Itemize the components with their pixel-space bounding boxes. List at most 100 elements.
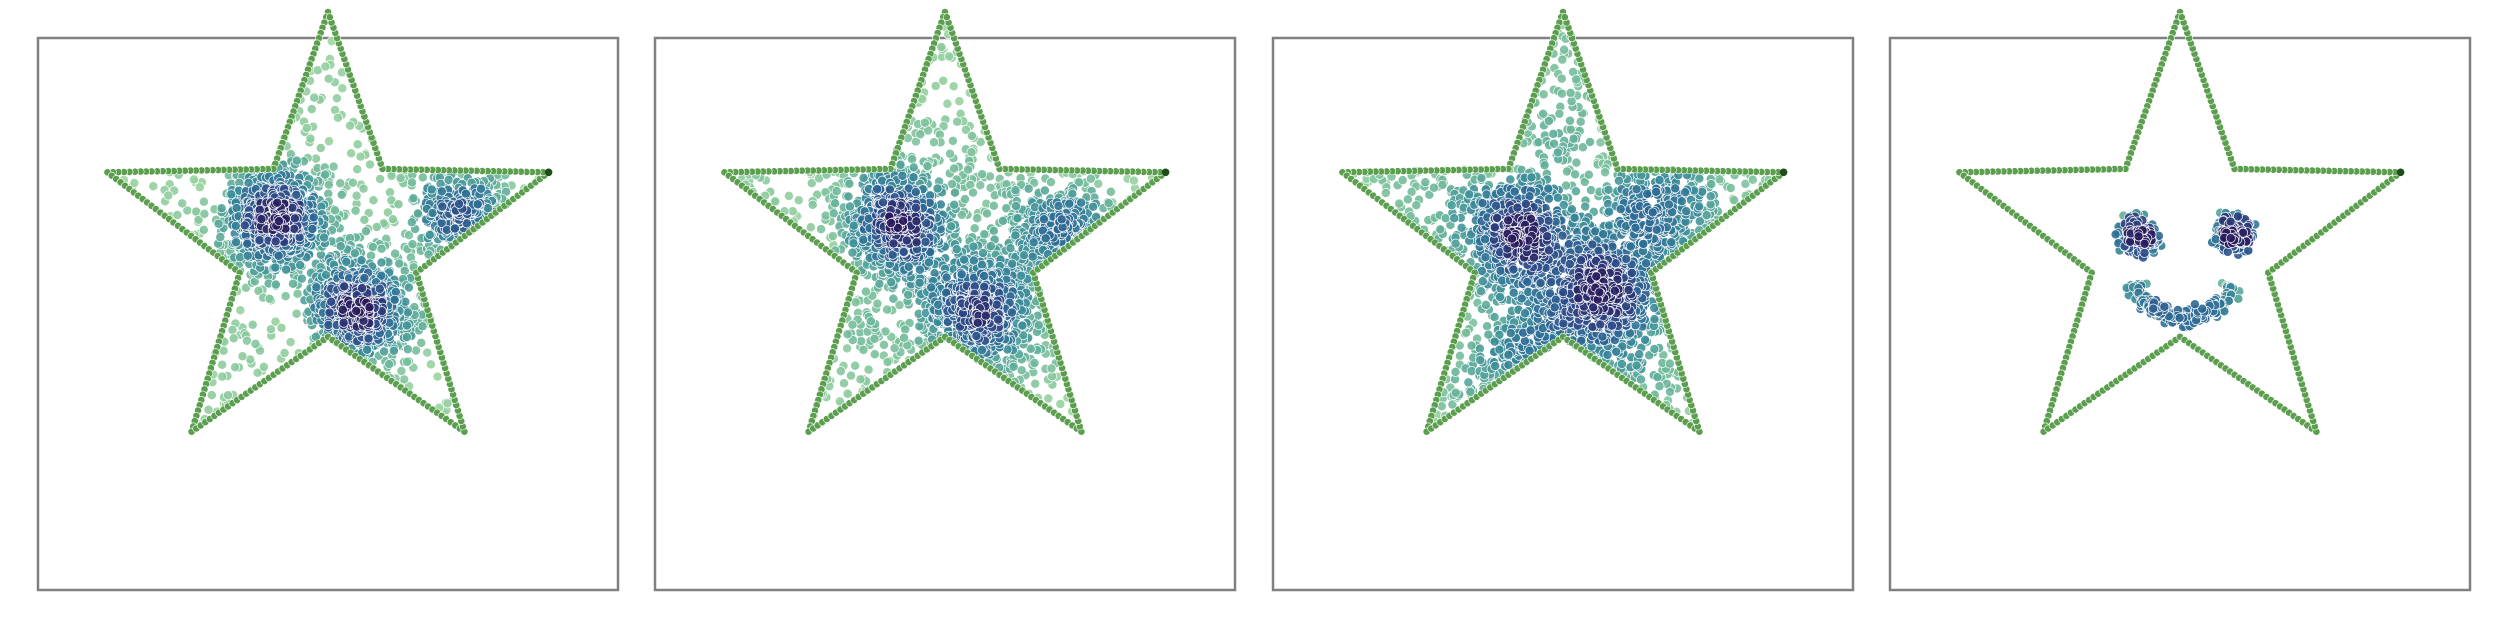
- scatter-point: [847, 319, 858, 330]
- scatter-point: [942, 98, 953, 109]
- scatter-point: [979, 281, 990, 292]
- scatter-point: [895, 159, 906, 170]
- scatter-point: [972, 213, 983, 224]
- scatter-point: [305, 133, 316, 144]
- scatter-point: [194, 182, 205, 193]
- scatter-point: [863, 364, 874, 375]
- scatter-point: [886, 277, 897, 288]
- scatter-point: [339, 281, 350, 292]
- scatter-point: [247, 319, 258, 330]
- scatter-point: [460, 188, 471, 199]
- scatter-point: [364, 302, 375, 313]
- scatter-point: [856, 336, 867, 347]
- scatter-point: [842, 388, 853, 399]
- scatter-point: [869, 349, 880, 360]
- scatter-point: [394, 258, 405, 269]
- scatter-point: [949, 199, 960, 210]
- scatter-point: [454, 198, 464, 209]
- scatter-point: [129, 178, 140, 188]
- scatter-point: [306, 104, 317, 115]
- scatter-point: [291, 189, 302, 200]
- scatter-point: [928, 137, 939, 148]
- scatter-point: [898, 246, 909, 257]
- scatter-point: [376, 243, 387, 254]
- scatter-point: [787, 206, 798, 217]
- scatter-point: [231, 237, 242, 248]
- scatter-point: [230, 362, 241, 373]
- scatter-point: [442, 398, 453, 409]
- scatter-point: [1040, 233, 1051, 244]
- scatter-point: [365, 159, 375, 170]
- scatter-point: [449, 223, 460, 234]
- scatter-point: [1019, 250, 1029, 261]
- scatter-point: [903, 261, 914, 272]
- scatter-point: [393, 199, 404, 210]
- scatter-point: [228, 333, 239, 344]
- scatter-point: [331, 93, 342, 104]
- scatter-point: [848, 238, 859, 249]
- scatter-point: [163, 190, 174, 201]
- scatter-point: [476, 183, 487, 194]
- scatter-point: [858, 234, 869, 245]
- scatter-point: [985, 241, 996, 252]
- scatter-point: [951, 244, 962, 255]
- scatter-point: [416, 337, 427, 348]
- scatter-point: [1007, 258, 1018, 269]
- scatter-point: [279, 348, 290, 358]
- scatter-point: [216, 203, 227, 214]
- scatter-point: [328, 161, 339, 172]
- scatter-point: [978, 248, 988, 258]
- scatter-point: [963, 164, 974, 175]
- scatter-point: [915, 129, 926, 140]
- scatter-point: [1008, 361, 1019, 372]
- scatter-point: [235, 305, 246, 316]
- scatter-point: [237, 351, 248, 362]
- scatter-point: [1017, 320, 1028, 331]
- scatter-point: [250, 338, 261, 349]
- scatter-point: [324, 307, 335, 318]
- scatter-point: [872, 184, 883, 195]
- scatter-point: [272, 197, 283, 208]
- scatter-point: [977, 169, 988, 180]
- scatter-point: [908, 172, 919, 183]
- scatter-point: [407, 177, 417, 188]
- scatter-point: [270, 236, 281, 247]
- scatter-point: [936, 42, 947, 52]
- scatter-point: [830, 198, 841, 209]
- scatter-point: [1028, 237, 1039, 248]
- scatter-point: [426, 184, 437, 195]
- scatter-point: [954, 96, 965, 107]
- scatter-point: [979, 229, 990, 240]
- scatter-point: [351, 190, 362, 201]
- scatter-point: [242, 238, 253, 249]
- scatter-point: [217, 359, 228, 370]
- scatter-point: [309, 92, 320, 103]
- scatter-point: [371, 222, 382, 232]
- scatter-point: [901, 235, 912, 246]
- scatter-point: [385, 187, 395, 198]
- scatter-point: [1043, 393, 1054, 404]
- scatter-point: [242, 250, 253, 261]
- scatter-point: [1055, 399, 1066, 409]
- scatter-point: [289, 213, 300, 224]
- panel-2: [653, 8, 1237, 592]
- scatter-point: [1039, 185, 1050, 196]
- scatter-point: [842, 343, 853, 354]
- scatter-point: [374, 283, 385, 294]
- scatter-point: [359, 214, 370, 225]
- scatter-point: [206, 390, 217, 401]
- scatter-point: [971, 331, 982, 341]
- scatter-point: [352, 139, 363, 150]
- scatter-point: [1011, 201, 1022, 212]
- scatter-point: [389, 294, 400, 305]
- scatter-point: [402, 320, 412, 331]
- scatter-point: [361, 226, 371, 237]
- scatter-point: [336, 189, 347, 200]
- scatter-point: [254, 235, 265, 246]
- scatter-point: [401, 332, 412, 343]
- scatter-point: [295, 260, 306, 271]
- scatter-point: [472, 199, 483, 210]
- scatter-point: [944, 51, 955, 62]
- scatter-point: [404, 230, 414, 241]
- scatter-point: [1033, 320, 1044, 331]
